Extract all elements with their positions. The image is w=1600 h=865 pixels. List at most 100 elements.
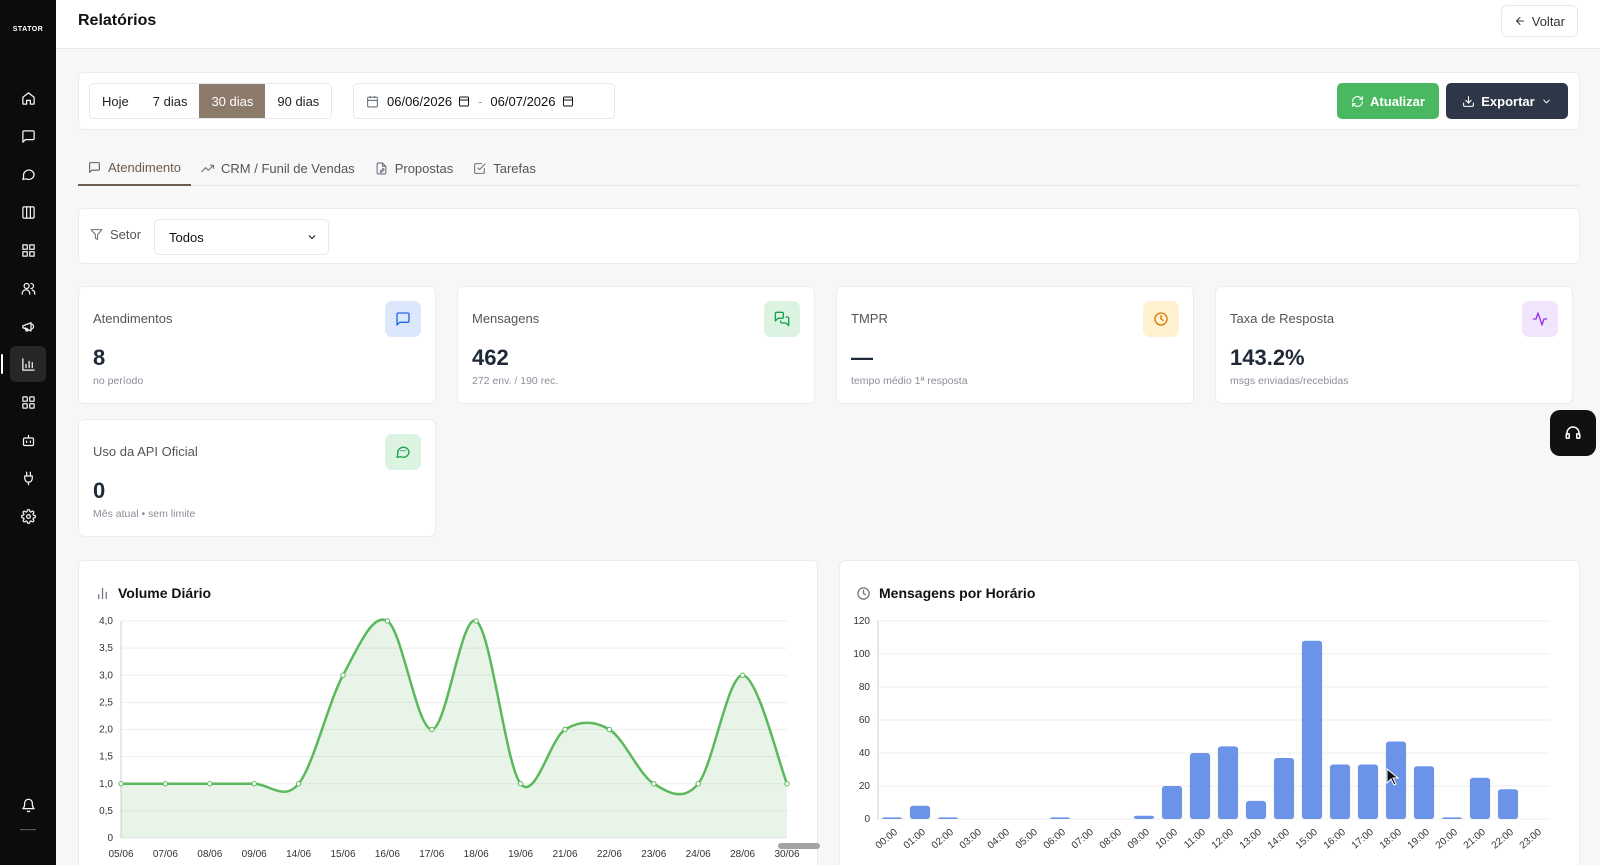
tab-label: Tarefas (493, 160, 536, 176)
nav-bots[interactable] (10, 422, 46, 458)
x-tick-label: 17:00 (1350, 827, 1377, 852)
back-button-label: Voltar (1531, 13, 1565, 29)
nav-home[interactable] (10, 80, 46, 116)
dashboard-icon (21, 243, 35, 257)
x-tick-label: 08/06 (197, 849, 222, 860)
stat-value: 143.2% (1230, 345, 1305, 370)
chevron-down-icon (1543, 99, 1550, 103)
stat-card-mensagens: Mensagens 462 272 env. / 190 rec. (457, 286, 815, 404)
x-tick-label: 16/06 (375, 849, 400, 860)
x-tick-label: 02:00 (930, 827, 957, 852)
bar-chart-icon (98, 587, 107, 599)
nav-kanban[interactable] (10, 194, 46, 230)
data-point (562, 726, 568, 733)
data-point (739, 672, 746, 678)
gear-icon (20, 508, 36, 524)
y-tick-label: 40 (859, 748, 871, 759)
kanban-icon (21, 205, 35, 219)
x-tick-label: 21:00 (1462, 827, 1489, 852)
bar (1413, 766, 1435, 819)
bar (1301, 640, 1323, 819)
data-point (651, 781, 657, 787)
nav-messages[interactable] (10, 118, 46, 154)
page-title: Relatórios (78, 12, 157, 29)
filter-icon (90, 229, 103, 240)
tab-crm[interactable]: CRM / Funil de Vendas (191, 150, 365, 186)
tab-propostas[interactable]: Propostas (365, 150, 464, 186)
nav-apps[interactable] (10, 384, 46, 420)
stat-value: 462 (472, 345, 509, 370)
x-tick-label: 17/06 (419, 849, 444, 860)
x-tick-label: 03:00 (958, 827, 985, 852)
nav-campaigns[interactable] (10, 308, 46, 344)
activity-icon (1522, 301, 1558, 337)
x-tick-label: 18/06 (464, 849, 489, 860)
period-7-days[interactable]: 7 dias (140, 84, 200, 118)
calendar-picker-icon[interactable] (562, 95, 574, 107)
stat-subtext: Mês atual • sem limite (93, 508, 196, 520)
data-point (251, 781, 257, 787)
x-tick-label: 11:00 (1182, 827, 1208, 851)
message-square-icon (385, 301, 421, 337)
clock-icon (857, 586, 870, 600)
chart-scrollbar[interactable] (778, 843, 820, 849)
back-button[interactable]: Voltar (1500, 5, 1578, 37)
x-tick-label: 28/06 (730, 849, 755, 860)
period-today[interactable]: Hoje (90, 84, 141, 118)
users-icon (21, 282, 35, 295)
stat-card-api-oficial: Uso da API Oficial 0 Mês atual • sem lim… (78, 419, 436, 537)
data-point (517, 781, 524, 787)
nav-chat[interactable] (10, 156, 46, 192)
report-tabs: Atendimento CRM / Funil de Vendas Propos… (78, 150, 1580, 186)
period-30-days[interactable]: 30 dias (199, 84, 266, 118)
brand-logo: STATOR (12, 26, 44, 33)
nav-integrations[interactable] (10, 460, 46, 496)
tab-atendimento[interactable]: Atendimento (78, 150, 191, 186)
period-90-days[interactable]: 90 dias (265, 84, 332, 118)
date-to-input[interactable]: 06/07/2026 (490, 94, 573, 109)
tab-label: Atendimento (108, 159, 181, 175)
stat-card-tmpr: TMPR — tempo médio 1ª resposta (836, 286, 1194, 404)
data-point (429, 726, 435, 733)
data-point (118, 781, 124, 787)
x-tick-label: 15/06 (330, 849, 355, 860)
y-tick-label: 4,0 (99, 616, 113, 627)
export-button[interactable]: Exportar (1446, 83, 1568, 119)
sector-select[interactable]: Todos (154, 219, 329, 255)
nav-reports[interactable] (1, 346, 46, 382)
support-chat-button[interactable] (1550, 410, 1596, 456)
nav-users[interactable] (10, 270, 46, 306)
x-tick-label: 07:00 (1070, 827, 1097, 852)
tab-tarefas[interactable]: Tarefas (463, 150, 546, 186)
bar (1385, 741, 1407, 819)
bar (1161, 786, 1183, 819)
x-tick-label: 07/06 (153, 849, 178, 860)
x-tick-label: 06:00 (1042, 827, 1069, 852)
file-edit-icon (376, 162, 387, 174)
bar (1357, 764, 1379, 819)
y-tick-label: 120 (853, 616, 870, 627)
x-tick-label: 09:00 (1126, 827, 1153, 852)
x-tick-label: 10:00 (1154, 827, 1181, 852)
date-from-input[interactable]: 06/06/2026 (387, 94, 470, 109)
y-tick-label: 20 (859, 781, 871, 792)
x-tick-label: 20:00 (1434, 827, 1461, 852)
nav-notifications[interactable] (10, 787, 46, 823)
stat-subtext: tempo médio 1ª resposta (851, 375, 968, 387)
headset-icon (1565, 426, 1581, 439)
bar (1329, 764, 1351, 819)
bar (1469, 777, 1491, 819)
x-tick-label: 21/06 (552, 849, 577, 860)
whatsapp-icon (385, 434, 421, 470)
x-tick-label: 05/06 (108, 849, 133, 860)
calendar-picker-icon[interactable] (458, 95, 470, 107)
sidebar-footer: —— (20, 825, 36, 834)
refresh-button[interactable]: Atualizar (1337, 83, 1439, 119)
bar (1273, 757, 1295, 819)
x-tick-label: 23/06 (641, 849, 666, 860)
refresh-button-label: Atualizar (1370, 93, 1425, 109)
stat-value: 8 (93, 345, 106, 370)
nav-dashboard[interactable] (10, 232, 46, 268)
x-tick-label: 12:00 (1210, 827, 1237, 852)
nav-settings[interactable] (10, 498, 46, 534)
